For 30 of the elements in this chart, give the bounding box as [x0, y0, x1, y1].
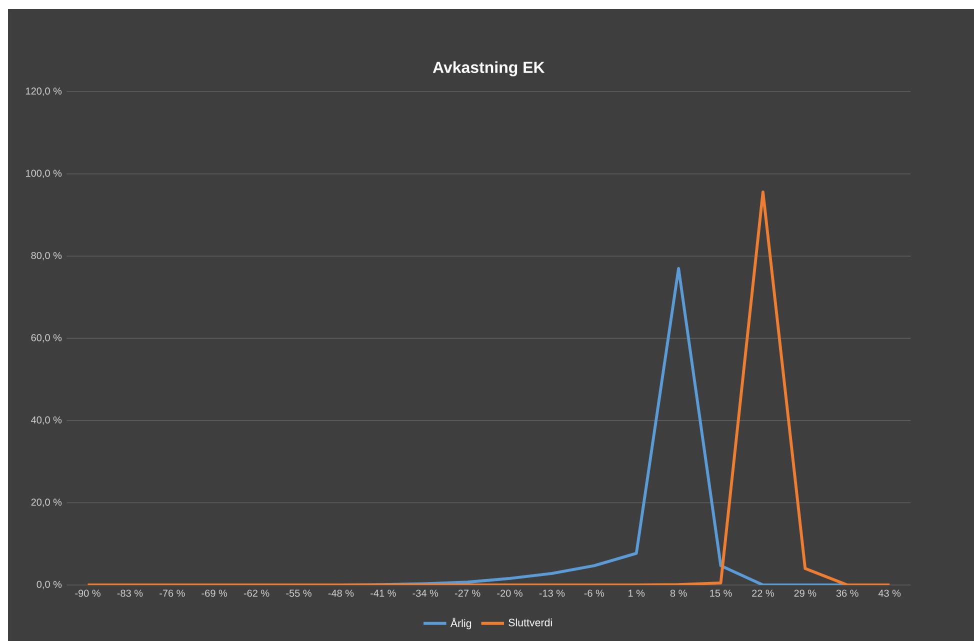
y-tick-label: 0,0 % — [36, 580, 62, 590]
chart-title: Avkastning EK — [432, 61, 545, 76]
x-tick-label: 36 % — [836, 590, 858, 597]
x-tick-label: -76 % — [160, 590, 185, 597]
x-tick-label: 22 % — [752, 590, 774, 597]
x-tick-label: -6 % — [584, 590, 604, 597]
x-tick-label: -62 % — [244, 590, 270, 597]
x-tick-label: -27 % — [454, 590, 480, 597]
y-tick-label: 100,0 % — [26, 170, 62, 178]
y-tick-label: 80,0 % — [31, 252, 62, 260]
x-tick-label: -34 % — [412, 590, 438, 597]
x-tick-label: -90 % — [75, 590, 100, 597]
x-tick-label: 15 % — [710, 590, 732, 597]
x-tick-label: -69 % — [202, 590, 228, 597]
x-tick-label: -55 % — [286, 590, 312, 597]
x-tick-label: -20 % — [497, 590, 522, 597]
legend-label: Årlig — [450, 618, 472, 630]
x-tick-label: -13 % — [539, 590, 565, 597]
y-tick-label: 20,0 % — [31, 498, 62, 507]
y-tick-label: 120,0 % — [26, 88, 62, 96]
x-tick-label: -83 % — [117, 590, 143, 597]
x-tick-label: -41 % — [370, 590, 396, 597]
legend-label: Sluttverdi — [508, 618, 552, 626]
x-tick-label: -48 % — [328, 590, 354, 597]
y-tick-label: 60,0 % — [31, 334, 62, 342]
x-tick-label: 43 % — [878, 590, 901, 597]
x-tick-label: 1 % — [628, 590, 645, 597]
x-tick-label: 8 % — [670, 590, 687, 597]
y-tick-label: 40,0 % — [31, 416, 62, 425]
x-tick-label: 29 % — [794, 590, 816, 597]
